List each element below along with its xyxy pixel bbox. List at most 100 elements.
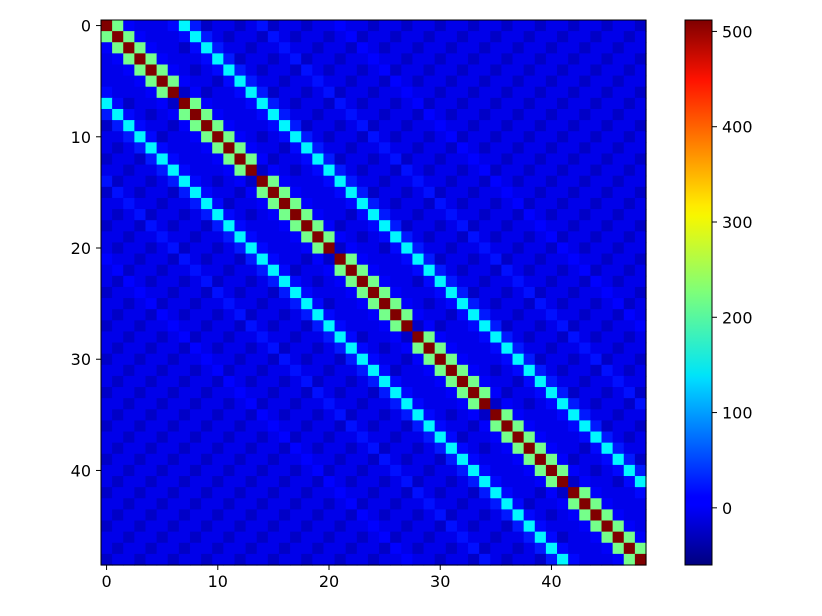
heatmap-cell (534, 431, 547, 444)
heatmap-cell (123, 320, 135, 333)
heatmap-cell (390, 431, 402, 444)
heatmap-cell (423, 20, 436, 32)
heatmap-cell (623, 175, 636, 188)
heatmap-cell (234, 498, 247, 510)
heatmap-cell (490, 531, 503, 544)
heatmap-cell (534, 331, 547, 344)
heatmap-cell (468, 331, 480, 344)
heatmap-cell (434, 286, 447, 299)
heatmap-cell (256, 31, 269, 43)
heatmap-cell (356, 542, 369, 555)
heatmap-cell (601, 209, 614, 221)
heatmap-cell (601, 164, 614, 177)
heatmap-cell (145, 142, 158, 155)
heatmap-cell (345, 542, 358, 555)
heatmap-cell (212, 108, 224, 121)
heatmap-cell (256, 298, 269, 310)
heatmap-cell (201, 275, 213, 288)
heatmap-cell (590, 64, 603, 77)
heatmap-cell (223, 286, 236, 299)
heatmap-cell (312, 375, 325, 388)
heatmap-cell (612, 264, 625, 277)
heatmap-cell (479, 108, 491, 121)
heatmap-cell (301, 220, 313, 232)
heatmap-cell (412, 498, 425, 510)
heatmap-cell (634, 242, 647, 255)
heatmap-cell (334, 387, 347, 399)
heatmap-cell (612, 175, 625, 188)
heatmap-cell (345, 375, 358, 388)
heatmap-cell (134, 320, 147, 333)
heatmap-cell (434, 164, 447, 177)
heatmap-cell (245, 342, 258, 355)
heatmap-cell (189, 375, 202, 388)
heatmap-cell (401, 53, 414, 66)
heatmap-cell (512, 398, 525, 410)
heatmap-cell (156, 75, 169, 88)
heatmap-cell (256, 53, 269, 66)
heatmap-cell (412, 108, 425, 121)
heatmap-cell (623, 108, 636, 121)
heatmap-cell (212, 542, 224, 555)
heatmap-cell (434, 142, 447, 155)
heatmap-cell (167, 53, 180, 66)
heatmap-cell (312, 253, 325, 266)
heatmap-cell (267, 164, 280, 177)
heatmap-cell (167, 409, 180, 422)
heatmap-cell (145, 409, 158, 422)
heatmap-cell (245, 531, 258, 544)
heatmap-cell (301, 309, 313, 321)
heatmap-cell (601, 64, 614, 77)
heatmap-cell (189, 97, 202, 110)
heatmap-cell (178, 298, 191, 310)
heatmap-cell (423, 175, 436, 188)
heatmap-cell (534, 553, 547, 566)
heatmap-cell (312, 464, 325, 477)
heatmap-cell (278, 286, 291, 299)
heatmap-cell (534, 442, 547, 455)
heatmap-cell (367, 75, 380, 88)
heatmap-cell (290, 342, 302, 355)
heatmap-cell (423, 142, 436, 155)
heatmap-cell (101, 375, 113, 388)
heatmap-cell (523, 108, 536, 121)
heatmap-cell (167, 120, 180, 132)
heatmap-cell (156, 209, 169, 221)
heatmap-cell (445, 164, 458, 177)
heatmap-cell (112, 197, 124, 210)
heatmap-cell (112, 264, 124, 277)
heatmap-cell (434, 298, 447, 310)
heatmap-cell (545, 342, 558, 355)
heatmap-cell (445, 409, 458, 422)
heatmap-cell (568, 331, 580, 344)
heatmap-cell (568, 31, 580, 43)
heatmap-cell (156, 387, 169, 399)
heatmap-cell (612, 320, 625, 333)
heatmap-cell (334, 542, 347, 555)
heatmap-cell (201, 220, 213, 232)
heatmap-cell (223, 175, 236, 188)
heatmap-cell (323, 31, 336, 43)
heatmap-cell (367, 97, 380, 110)
heatmap-cell (534, 42, 547, 54)
heatmap-cell (334, 42, 347, 54)
heatmap-cell (401, 431, 414, 444)
heatmap-cell (312, 542, 325, 555)
heatmap-cell (123, 197, 135, 210)
heatmap-cell (634, 531, 647, 544)
heatmap-cell (267, 242, 280, 255)
heatmap-cell (623, 453, 636, 466)
heatmap-cell (134, 275, 147, 288)
heatmap-cell (334, 275, 347, 288)
heatmap-cell (490, 387, 503, 399)
heatmap-cell (379, 364, 391, 377)
heatmap-cell (390, 75, 402, 88)
heatmap-cell (367, 509, 380, 522)
heatmap-cell (312, 197, 325, 210)
heatmap-cell (156, 142, 169, 155)
heatmap-cell (523, 353, 536, 366)
heatmap-cell (390, 142, 402, 155)
heatmap-cell (234, 487, 247, 499)
heatmap-cell (156, 220, 169, 232)
heatmap-cell (201, 298, 213, 310)
